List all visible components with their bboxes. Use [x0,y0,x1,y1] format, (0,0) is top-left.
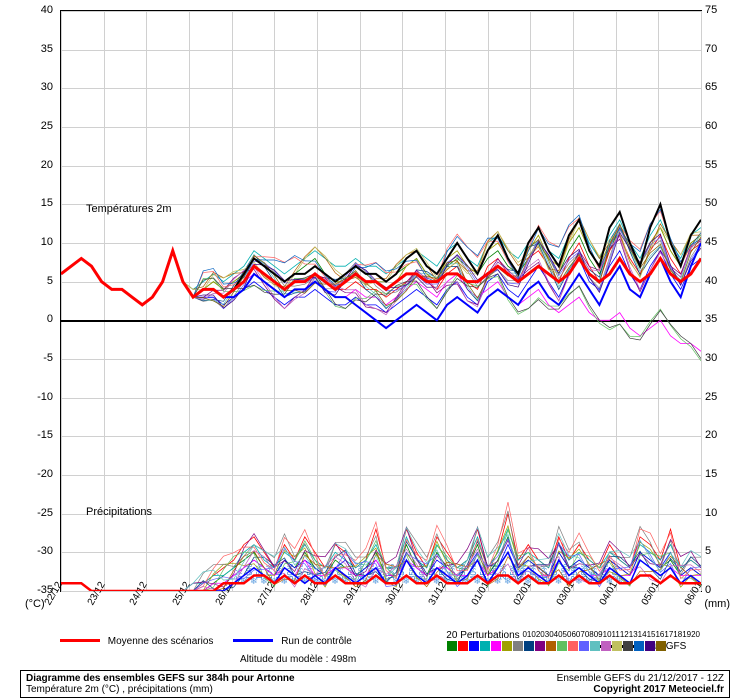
pert-swatch [458,641,468,651]
ensemble-chart: Températures 2m Précipitations 5%❄10%❄15… [0,0,740,700]
y-right-tick: 25 [705,391,730,403]
pert-swatch [535,641,545,651]
pert-swatch [612,641,622,651]
y-right-tick: 35 [705,313,730,325]
legend: Moyenne des scénarios Run de contrôle Ru… [60,630,700,665]
y-right-tick: 55 [705,159,730,171]
y-left-tick: 20 [25,159,53,171]
pert-swatch [656,641,666,651]
footer-subtitle: Température 2m (°C) , précipitations (mm… [26,684,295,695]
y-right-tick: 20 [705,429,730,441]
y-left-tick: -5 [25,352,53,364]
pert-swatch [645,641,655,651]
altitude-label: Altitude du modèle : 498m [240,654,700,665]
pert-swatch [579,641,589,651]
chart-lines [61,11,701,591]
temp-label: Températures 2m [86,203,172,215]
pert-swatch [469,641,479,651]
y-right-tick: 30 [705,352,730,364]
y-right-tick: 15 [705,468,730,480]
pert-swatch [557,641,567,651]
pert-swatch [491,641,501,651]
y-right-tick: 50 [705,197,730,209]
footer-run: Ensemble GEFS du 21/12/2017 - 12Z [557,673,724,684]
y-right-tick: 10 [705,507,730,519]
y-right-tick: 60 [705,120,730,132]
pert-swatch [634,641,644,651]
pert-swatch [480,641,490,651]
precip-label: Précipitations [86,506,152,518]
y-right-tick: 70 [705,43,730,55]
footer: Diagramme des ensembles GEFS sur 384h po… [20,670,730,698]
pert-swatch [590,641,600,651]
legend-control: Run de contrôle [233,636,351,647]
right-unit: (mm) [704,598,730,610]
footer-title: Diagramme des ensembles GEFS sur 384h po… [26,673,295,684]
y-left-tick: 10 [25,236,53,248]
y-right-tick: 5 [705,545,730,557]
y-left-tick: -20 [25,468,53,480]
pert-swatch [513,641,523,651]
y-right-tick: 0 [705,584,730,596]
pert-swatch [568,641,578,651]
footer-copyright: Copyright 2017 Meteociel.fr [557,684,724,695]
y-left-tick: 0 [25,313,53,325]
pert-swatch [623,641,633,651]
y-left-tick: 30 [25,81,53,93]
y-left-tick: -10 [25,391,53,403]
y-right-tick: 65 [705,81,730,93]
y-right-tick: 40 [705,275,730,287]
y-left-tick: 40 [25,4,53,16]
pert-swatch [447,641,457,651]
y-left-tick: -25 [25,507,53,519]
y-left-tick: 15 [25,197,53,209]
y-left-tick: 35 [25,43,53,55]
pert-swatch [524,641,534,651]
y-left-tick: 25 [25,120,53,132]
y-left-tick: -15 [25,429,53,441]
plot-area: Températures 2m Précipitations 5%❄10%❄15… [60,10,702,592]
y-left-tick: 5 [25,275,53,287]
legend-mean: Moyenne des scénarios [60,636,213,647]
left-unit: (°C) [25,598,45,610]
y-right-tick: 75 [705,4,730,16]
pert-swatch [546,641,556,651]
y-right-tick: 45 [705,236,730,248]
legend-pert: 20 Perturbations 01020304050607080910111… [446,630,700,652]
pert-swatch [502,641,512,651]
pert-swatch [601,641,611,651]
y-left-tick: -30 [25,545,53,557]
